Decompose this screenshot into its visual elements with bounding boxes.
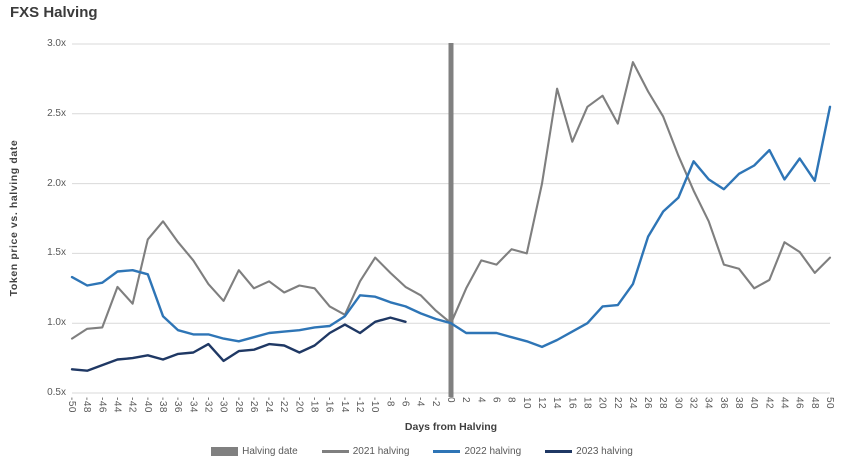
legend-label: 2023 halving <box>576 446 633 457</box>
chart-legend: Halving date 2021 halving 2022 halving 2023… <box>0 446 844 457</box>
x-tick-label: -10 <box>369 397 381 413</box>
legend-item-halving-date: Halving date <box>211 446 298 457</box>
x-tick-label: 44 <box>778 397 790 410</box>
x-tick-label: -22 <box>278 397 290 413</box>
halving-date-line <box>448 43 454 397</box>
y-tick-label: 0.5x <box>47 387 66 398</box>
chart-title: FXS Halving <box>10 4 98 21</box>
legend-item-2022-halving: 2022 halving <box>433 446 521 457</box>
legend-label: 2022 halving <box>464 446 522 457</box>
x-tick-label: 26 <box>642 397 654 410</box>
x-tick-label: 22 <box>611 397 623 410</box>
legend-item-2023-halving: 2023 halving <box>545 446 633 457</box>
y-tick-label: 2.5x <box>47 107 66 119</box>
x-tick-label: 38 <box>733 397 745 410</box>
x-tick-label: -18 <box>308 397 320 413</box>
legend-line-swatch-icon <box>433 450 461 453</box>
x-tick-label: 40 <box>748 397 760 410</box>
x-tick-label: -16 <box>323 397 335 413</box>
x-tick-label: -26 <box>247 397 259 413</box>
x-tick-label: 0 <box>445 397 456 404</box>
x-tick-label: -20 <box>293 397 305 413</box>
x-tick-label: 30 <box>672 397 684 410</box>
x-tick-label: -32 <box>202 397 214 413</box>
y-tick-label: 1.5x <box>47 247 66 259</box>
x-tick-label: -14 <box>338 397 350 413</box>
legend-item-2021-halving: 2021 halving <box>321 446 410 457</box>
x-tick-label: 32 <box>687 397 699 410</box>
legend-line-swatch-icon <box>321 450 349 453</box>
x-tick-label: -24 <box>263 397 275 413</box>
x-tick-label: -36 <box>172 397 184 413</box>
y-tick-label: 1.0x <box>47 317 66 329</box>
x-tick-label: 8 <box>505 397 517 404</box>
x-tick-label: -48 <box>81 397 93 413</box>
x-tick-label: 20 <box>596 397 608 410</box>
x-tick-label: 12 <box>535 397 547 410</box>
x-tick-label: -8 <box>384 397 396 407</box>
x-tick-label: 4 <box>475 397 487 404</box>
y-axis-title: Token price vs. halving date <box>8 139 20 297</box>
legend-bar-swatch-icon <box>211 447 239 456</box>
x-tick-label: 28 <box>657 397 669 410</box>
x-tick-label: 14 <box>551 397 563 410</box>
x-tick-label: -46 <box>96 397 108 413</box>
x-tick-label: -2 <box>429 397 441 407</box>
x-tick-label: 10 <box>520 397 532 410</box>
x-tick-label: 2 <box>460 397 472 404</box>
x-tick-label: 6 <box>490 397 502 404</box>
legend-line-swatch-icon <box>545 450 573 453</box>
x-tick-label: -12 <box>354 397 366 413</box>
x-tick-label: 24 <box>626 397 638 410</box>
x-tick-label: -50 <box>66 397 77 413</box>
series-line-2023-halving <box>70 316 407 372</box>
x-axis-title: Days from Halving <box>404 421 498 433</box>
x-tick-label: -30 <box>217 397 229 413</box>
x-tick-label: -28 <box>232 397 244 413</box>
x-tick-label: 46 <box>793 397 805 410</box>
series-line-2022-halving <box>70 105 832 349</box>
x-tick-label: -40 <box>141 397 153 413</box>
y-tick-label: 3.0x <box>47 38 66 49</box>
x-tick-label: 34 <box>702 397 714 410</box>
y-tick-label: 2.0x <box>47 177 66 189</box>
x-tick-label: -38 <box>156 397 168 413</box>
legend-label: Halving date <box>242 446 298 457</box>
x-tick-label: 36 <box>717 397 729 410</box>
x-tick-label: 18 <box>581 397 593 410</box>
x-tick-label: 50 <box>824 397 835 410</box>
x-tick-label: -6 <box>399 397 411 407</box>
x-tick-label: -34 <box>187 397 199 413</box>
x-tick-label: 42 <box>763 397 775 410</box>
x-tick-label: -4 <box>414 397 426 407</box>
x-tick-label: -44 <box>111 397 123 413</box>
x-tick-label: 16 <box>566 397 578 410</box>
x-tick-label: -42 <box>126 397 138 413</box>
legend-label: 2021 halving <box>352 446 410 457</box>
x-tick-label: 48 <box>808 397 820 410</box>
